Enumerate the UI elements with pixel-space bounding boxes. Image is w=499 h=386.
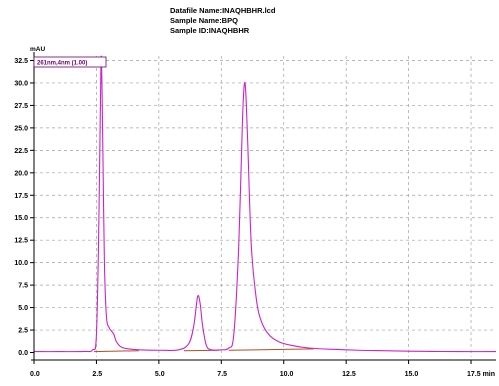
legend: 261nm,4nm (1.00) [33, 56, 107, 68]
y-tick-label: 17.5 [14, 193, 28, 200]
integration-baseline [93, 350, 139, 353]
x-tick-label: 17.5 min [467, 371, 495, 378]
axes [31, 52, 496, 361]
y-tick-label: 12.5 [14, 238, 28, 245]
y-tick-label: 30.0 [14, 80, 28, 87]
y-tick-label: 10.0 [14, 260, 28, 267]
x-tick-label: 7.5 [217, 371, 227, 378]
y-tick-label: 15.0 [14, 215, 28, 222]
chart-header: Datafile Name:INAQHBHR.lcd Sample Name:B… [170, 6, 275, 36]
y-axis-label: mAU [30, 46, 45, 53]
y-tick-label: 0.0 [18, 350, 28, 357]
sample-name: Sample Name:BPQ [170, 16, 238, 25]
y-tick-label: 27.5 [14, 103, 28, 110]
y-tick-label: 5.0 [18, 305, 28, 312]
y-tick-label: 7.5 [18, 283, 28, 290]
y-tick-label: 22.5 [14, 148, 28, 155]
x-tick-label: 12.5 [342, 371, 356, 378]
x-tick-label: 0.0 [30, 371, 40, 378]
y-tick-label: 20.0 [14, 170, 28, 177]
y-tick-label: 25.0 [14, 125, 28, 132]
x-tick-label: 15.0 [405, 371, 419, 378]
y-tick-label: 2.5 [18, 328, 28, 335]
x-axis-ticks: 0.0 2.5 5.0 7.5 10.0 12.5 15.0 17.5 min [30, 360, 495, 378]
x-tick-label: 10.0 [280, 371, 294, 378]
series-line [33, 55, 497, 353]
datafile-name: Datafile Name:INAQHBHR.lcd [170, 6, 276, 15]
legend-box [33, 56, 107, 68]
x-tick-label: 5.0 [155, 371, 165, 378]
grid-lines [34, 56, 496, 357]
integration-baseline [228, 348, 314, 351]
x-tick-label: 2.5 [92, 371, 102, 378]
y-axis-ticks: 0.0 2.5 5.0 7.5 10.0 12.5 15.0 17.5 20.0 22.5 25.0… [14, 58, 34, 357]
y-tick-label: 32.5 [14, 58, 28, 65]
baseline-group [93, 348, 314, 353]
legend-label: 261nm,4nm (1.00) [37, 61, 87, 67]
sample-id: Sample ID:INAQHBHR [170, 26, 250, 35]
